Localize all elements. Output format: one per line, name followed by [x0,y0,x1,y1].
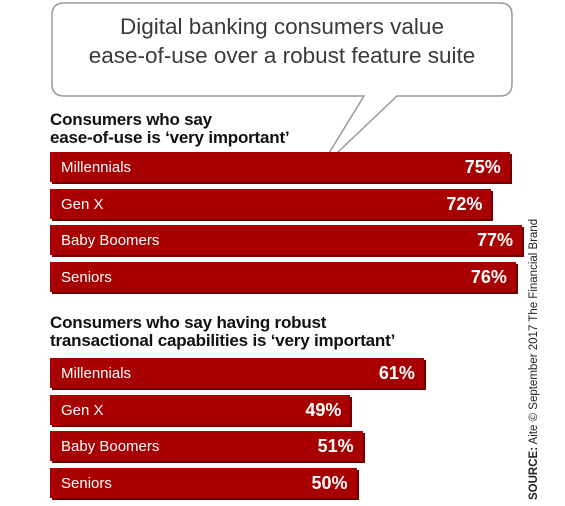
source-label: SOURCE: [528,446,540,500]
callout-bubble [51,2,513,172]
ease-bar-label-millennials: Millennials [61,159,132,176]
trans-bar-value-millennials: 61% [378,363,415,383]
ease-bar-millennials: Millennials 75% [50,152,510,182]
ease-bar-value-seniors: 76% [470,266,507,287]
ease-bar-value-baby-boomers: 77% [476,230,513,250]
source-note: SOURCE: Aite © September 2017 The Financ… [528,219,540,500]
transactional-bar-chart: Millennials 61% Gen X 49% Baby Boomers 51% Sen… [50,0,520,506]
source-text: Aite © September 2017 The Financial Bran… [528,218,540,445]
ease-bar-baby-boomers: Baby Boomers 77% [50,225,522,255]
trans-bar-value-baby-boomers: 51% [317,436,354,456]
ease-bar-value-millennials: 75% [464,157,501,177]
ease-bar-label-gen-x: Gen X [61,195,104,213]
ease-bar-label-seniors: Seniors [61,268,112,286]
trans-bar-seniors: Seniors 50% [50,467,357,498]
trans-bar-millennials: Millennials 61% [50,358,424,388]
trans-bar-value-gen-x: 49% [305,399,342,420]
trans-bar-baby-boomers: Baby Boomers 51% [50,431,363,461]
trans-bar-label-seniors: Seniors [61,474,112,492]
ease-bar-seniors: Seniors 76% [50,261,516,292]
ease-bar-gen-x: Gen X 72% [50,188,492,219]
trans-bar-label-baby-boomers: Baby Boomers [61,438,160,455]
trans-bar-gen-x: Gen X 49% [50,394,351,425]
callout-text: Digital banking consumers value ease-of-… [54,12,510,70]
transactional-chart-title: Consumers who say having robust transact… [50,313,396,350]
ease-of-use-chart-title: Consumers who say ease-of-use is ‘very i… [50,110,290,147]
callout-outline [51,2,513,172]
trans-bar-value-seniors: 50% [311,472,348,493]
trans-bar-label-gen-x: Gen X [61,401,104,419]
ease-bar-value-gen-x: 72% [446,193,483,214]
trans-bar-label-millennials: Millennials [61,365,132,382]
callout-line-1: Digital banking consumers value [120,14,444,39]
callout-line-2: ease-of-use over a robust feature suite [88,43,476,68]
ease-of-use-bar-chart: Millennials 75% Gen X 72% Baby Boomers 77% Sen… [50,0,522,506]
ease-bar-label-baby-boomers: Baby Boomers [61,232,160,249]
